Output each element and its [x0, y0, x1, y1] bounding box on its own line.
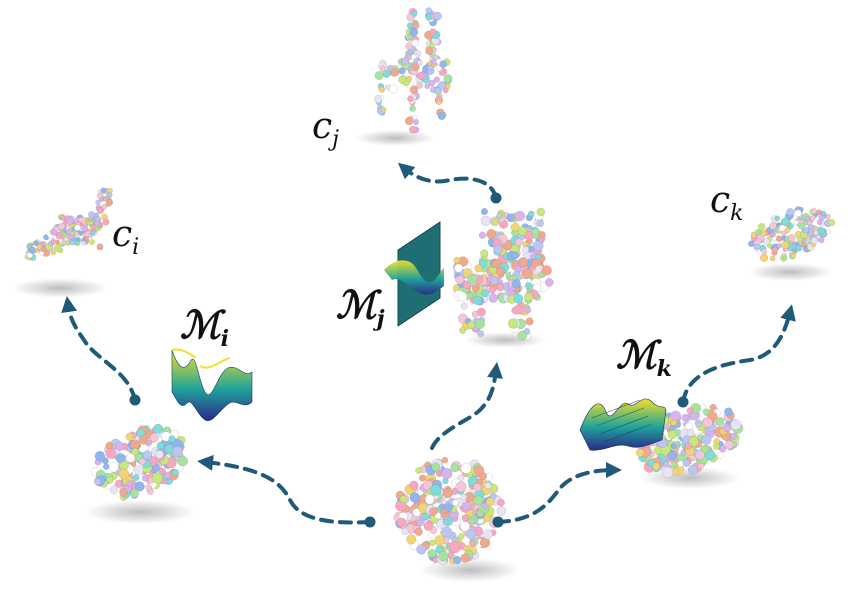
arrow-origin-dot-noise-left	[364, 516, 376, 528]
svg-text:cj: cj	[312, 106, 339, 152]
label-m-k: ℳk	[616, 332, 672, 382]
manifold-surface-i-icon	[171, 348, 253, 422]
arrow-noise-to-left	[197, 454, 372, 525]
car-point-cloud	[748, 206, 836, 262]
arrow-right-to-car	[681, 304, 796, 404]
label-c-i: ci	[112, 214, 139, 260]
noise-point-cloud	[393, 456, 507, 565]
arrow-origin-dot-left	[129, 394, 141, 406]
svg-text:ck: ck	[710, 180, 744, 226]
intermediate-cloud-left	[91, 423, 189, 501]
arrow-origin-dot-middle	[490, 192, 502, 204]
manifold-plane-j-icon	[384, 221, 444, 327]
label-c-j: cj	[312, 106, 339, 152]
label-c-k: ck	[710, 180, 744, 226]
svg-text:ℳj: ℳj	[336, 282, 385, 332]
svg-text:ci: ci	[112, 214, 139, 260]
svg-text:ℳi: ℳi	[180, 302, 229, 352]
arrow-origin-dot-noise-right	[492, 516, 504, 528]
object-shadows	[12, 130, 832, 582]
arrow-left-to-airplane	[61, 296, 137, 402]
arrow-origin-dot-right	[677, 396, 689, 408]
intermediate-cloud-middle	[452, 207, 554, 341]
airplane-point-cloud	[24, 187, 114, 261]
arrow-middle-to-chair	[397, 162, 498, 200]
svg-text:ℳk: ℳk	[616, 332, 672, 382]
chair-point-cloud	[373, 7, 453, 134]
label-m-i: ℳi	[180, 302, 229, 352]
arrow-noise-to-right	[496, 462, 622, 524]
manifold-ridges-k-icon	[579, 398, 667, 451]
flow-arrows	[61, 162, 796, 528]
arrow-noise-to-middle	[430, 362, 503, 450]
label-m-j: ℳj	[336, 282, 385, 332]
